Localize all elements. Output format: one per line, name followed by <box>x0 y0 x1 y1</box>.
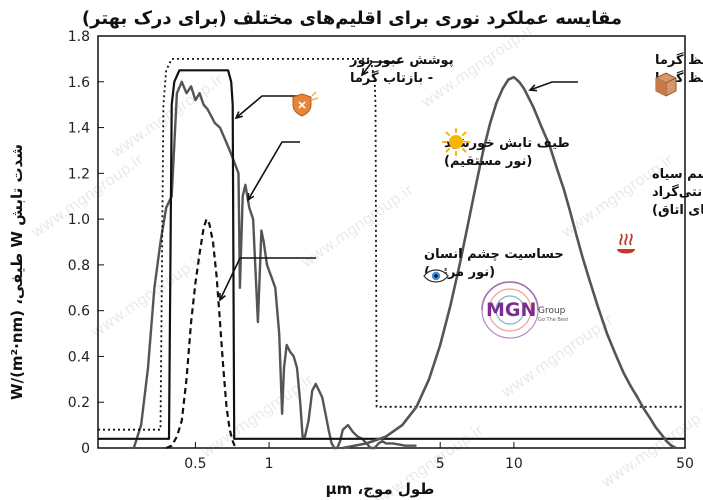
y-tick-label: 0.8 <box>68 258 90 274</box>
shield-icon <box>292 91 319 117</box>
annotation-warm-text: - بازتاب گرما <box>350 70 433 86</box>
annotation-blackbody-text: (گرمای اتاق) <box>652 202 703 218</box>
svg-text:Go The Best: Go The Best <box>538 317 569 323</box>
y-tick-label: 0.6 <box>68 304 90 320</box>
box-icon <box>655 72 677 97</box>
annotation-eye-arrow <box>219 257 316 301</box>
annotation-warm-arrowhead <box>234 111 243 120</box>
x-tick-label: 1 <box>265 456 274 472</box>
annotation-solar-text: (نور مستقیم) <box>444 154 532 169</box>
watermark-text: www.mgngroup.ir <box>598 400 703 491</box>
annotation-solar-text: طیف تابش خورشید <box>444 136 570 151</box>
annotation-solar-arrowhead <box>247 192 255 202</box>
svg-text:MGN: MGN <box>486 299 536 321</box>
y-tick-label: 1.2 <box>68 166 90 182</box>
y-tick-label: 1.4 <box>68 121 90 137</box>
annotation-cold-text: پوشش عبور نور (اقلیم سرد) - حفظ گرما <box>655 52 703 68</box>
svg-text:Group: Group <box>538 306 566 316</box>
y-tick-label: 0.4 <box>68 349 90 365</box>
y-tick-label: 1.6 <box>68 75 90 91</box>
mgn-logo: MGN Group Go The Best <box>481 281 569 339</box>
annotation-warm-arrow <box>235 95 300 119</box>
sun-icon <box>442 128 470 156</box>
annotation-warm-text: پوشش عبور نور <box>349 53 454 68</box>
x-tick-label: 5 <box>436 456 445 472</box>
series-cold-line <box>98 58 685 431</box>
plot-border <box>97 35 686 449</box>
x-tick-label: 0.5 <box>184 456 206 472</box>
annotation-cold-arrow <box>361 61 403 76</box>
watermark-layer: www.mgngroup.irwww.mgngroup.irwww.mgngro… <box>28 20 703 500</box>
annotation-cold2-arrowhead <box>528 84 538 92</box>
watermark-text: www.mgngroup.ir <box>108 70 228 161</box>
annotation-blackbody-text: تابش جسم سیاه <box>652 167 703 182</box>
y-tick-label: 1.8 <box>68 29 90 45</box>
watermark-text: www.mgngroup.ir <box>88 250 208 341</box>
watermark-text: www.mgngroup.ir <box>498 310 618 401</box>
y-tick-label: 1.0 <box>68 212 90 228</box>
annotation-eye-arrowhead <box>219 292 226 302</box>
annotation-cold-arrowhead <box>360 67 369 77</box>
y-tick-label: 0 <box>81 441 90 457</box>
heat-icon <box>617 233 635 254</box>
annotation-eye-text: حساسیت چشم انسان <box>424 247 564 262</box>
series-blackbody-line <box>342 75 677 450</box>
x-axis-title: طول موج، µm <box>326 480 435 498</box>
eye-icon <box>423 269 449 283</box>
annotation-blackbody-text: ۲۴ درجه سانتی‌گراد <box>652 184 703 200</box>
series-eye-line <box>165 218 237 450</box>
y-axis-title: شدت تابش W طیفی، (W/(m²·nm <box>8 144 26 400</box>
y-tick-label: 0.2 <box>68 395 90 411</box>
chart-title: مقایسه عملکرد نوری برای اقلیم‌های مختلف … <box>82 8 622 29</box>
annotation-layer: پوشش عبور نور - بازتاب گرما پوشش عبور نور … <box>219 52 703 302</box>
annotation-solar-arrow <box>247 141 300 201</box>
plot-area <box>97 35 686 449</box>
x-tick-label: 50 <box>676 456 694 472</box>
annotation-cold2-arrow <box>529 81 578 91</box>
x-tick-label: 10 <box>505 456 523 472</box>
series-layer <box>98 58 685 450</box>
axis-ticks: 0 0.2 0.4 0.6 0.8 1.0 1.2 1.4 1.6 1.8 0.5 1 5 10 50 <box>68 29 694 472</box>
